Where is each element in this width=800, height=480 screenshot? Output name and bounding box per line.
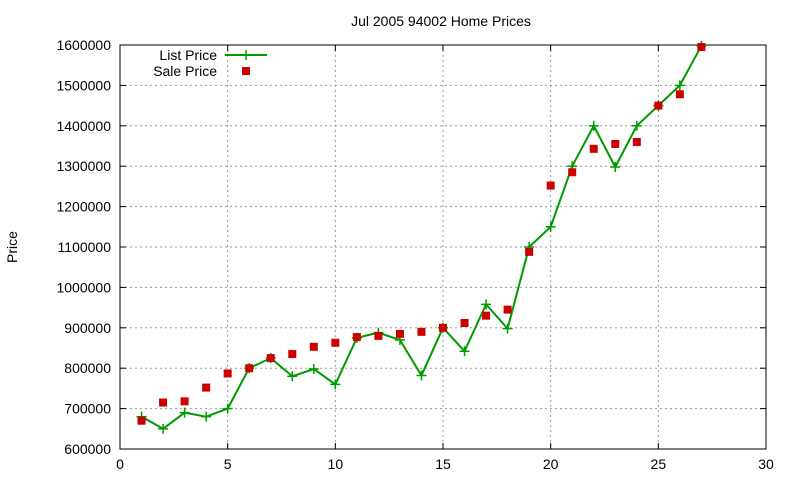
data-point-list-price [201,411,212,422]
data-point-sale-price [654,101,663,110]
data-point-sale-price [395,329,404,338]
data-point-sale-price [568,168,577,177]
y-tick-label: 1000000 [56,279,111,295]
data-point-sale-price [697,43,706,52]
data-point-list-price [674,80,685,91]
grid [120,45,766,449]
data-point-sale-price [374,331,383,340]
data-point-sale-price [439,323,447,332]
data-point-sale-price [331,338,340,347]
y-tick-label: 1100000 [58,239,112,255]
data-point-sale-price [266,354,275,363]
y-tick-label: 1300000 [56,158,111,174]
data-point-sale-price [202,383,211,392]
x-tick-label: 15 [435,456,451,472]
data-point-list-price [502,323,513,334]
data-point-sale-price [352,333,361,342]
legend-marker-sale-price [242,67,250,75]
data-point-list-price [588,120,599,131]
legend-plus-glyph [241,50,251,60]
x-tick-label: 10 [328,456,344,472]
y-tick-label: 1200000 [56,199,111,215]
data-point-sale-price [503,305,512,314]
data-point-sale-price [417,327,426,336]
data-point-sale-price [159,398,168,407]
data-point-sale-price [546,181,555,190]
data-point-list-price [179,407,190,418]
x-tick-label: 0 [116,456,124,472]
data-point-sale-price [245,364,254,373]
y-tick-label: 800000 [64,360,111,376]
data-point-list-price [308,364,319,375]
legend-marker-list-price [241,50,251,60]
data-point-sale-price [460,318,469,327]
y-tick-label: 900000 [64,320,111,336]
data-point-list-price [610,162,621,173]
x-tick-label: 30 [758,456,774,472]
data-point-list-price [222,403,233,414]
x-tick-label: 25 [651,456,667,472]
chart-title: Jul 2005 94002 Home Prices [351,13,531,29]
legend: List Price Sale Price [153,47,267,79]
legend-label-list-price: List Price [159,47,217,63]
series [136,40,707,434]
x-tick-label: 20 [543,456,559,472]
data-point-list-price [330,379,341,390]
y-tick-label: 1600000 [56,37,111,53]
y-tick-label: 700000 [64,401,111,417]
data-point-sale-price [589,144,598,153]
legend-label-sale-price: Sale Price [153,63,217,79]
data-point-sale-price [223,369,232,378]
data-point-sale-price [137,416,146,425]
data-point-sale-price [632,137,641,146]
data-point-list-price [631,120,642,131]
data-point-list-price [459,346,470,357]
y-tick-label: 600000 [64,441,111,457]
data-point-list-price [287,371,298,382]
data-point-sale-price [525,247,534,256]
data-point-list-price [545,221,556,232]
data-point-sale-price [309,342,318,351]
axis-ticks: 0 5 10 15 20 25 30 600000 700000 800000 900000 1000… [56,37,774,472]
y-tick-label: 1400000 [56,118,111,134]
data-point-sale-price [482,311,491,320]
y-axis-label: Price [4,231,20,263]
x-tick-label: 5 [224,456,232,472]
data-point-sale-price [611,139,620,148]
data-point-sale-price [180,397,189,406]
data-point-sale-price [288,350,297,359]
data-point-list-price [481,299,492,310]
data-point-list-price [416,370,427,381]
data-point-sale-price [675,90,684,99]
data-point-list-price [158,423,169,434]
y-tick-label: 1500000 [56,77,111,93]
